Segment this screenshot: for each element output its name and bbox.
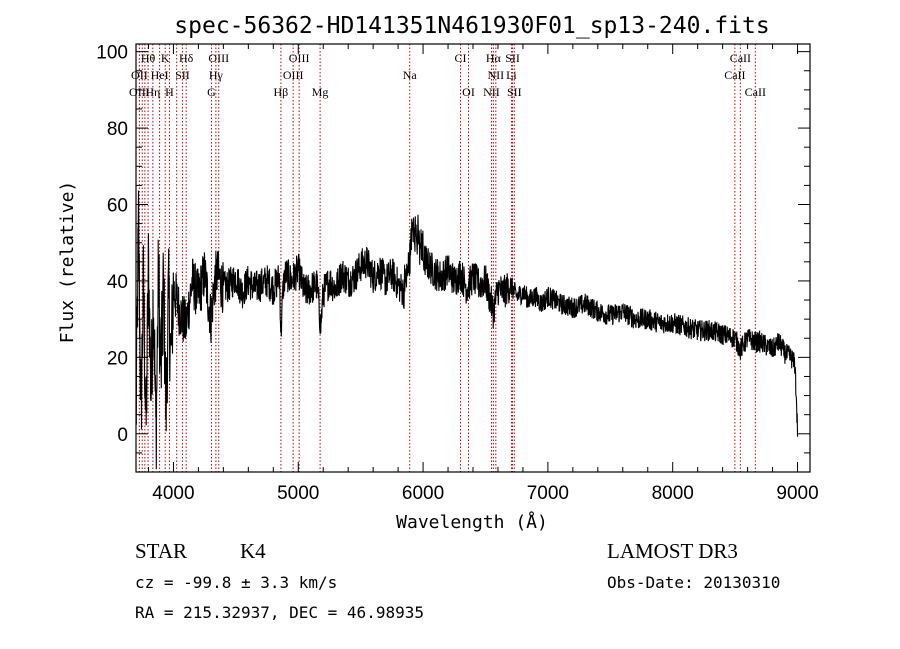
object-class: STAR (135, 539, 187, 563)
x-axis-ticks: 4000 5000 6000 7000 8000 9000 (147, 44, 819, 504)
spectral-line-label: OI (462, 85, 475, 99)
spectral-line-label: Hη (145, 85, 160, 99)
spectral-line-label: Li (506, 68, 517, 82)
y-tick-label: 80 (107, 119, 128, 140)
spectral-line-label: OIII (289, 51, 310, 65)
spectral-line-label: CaII (730, 51, 751, 65)
spectral-line-label: OIII (129, 85, 150, 99)
spectral-line-label: SII (505, 51, 520, 65)
redshift-text: cz = -99.8 ± 3.3 km/s (135, 573, 337, 592)
object-subclass: K4 (240, 539, 266, 563)
x-tick-label: 8000 (652, 483, 694, 504)
spectral-line-label: Hδ (179, 51, 194, 65)
x-tick-label: 6000 (402, 483, 444, 504)
spectral-line-label: CI (455, 51, 467, 65)
y-tick-label: 0 (117, 425, 128, 446)
spectral-line-label: Mg (312, 85, 329, 99)
x-tick-label: 4000 (152, 483, 194, 504)
spectral-line-label: OIII (208, 51, 229, 65)
y-axis-ticks: 0 20 40 60 80 100 (96, 43, 810, 473)
x-tick-label: 9000 (776, 483, 818, 504)
spectral-line-label: OIII (283, 68, 304, 82)
chart-title: spec-56362-HD141351N461930F01_sp13-240.f… (174, 13, 769, 39)
spectral-line-label: CaII (745, 85, 766, 99)
survey-name: LAMOST DR3 (607, 539, 738, 563)
spectral-line-label: CaII (724, 68, 745, 82)
y-tick-label: 100 (96, 43, 128, 64)
spectrum-line (135, 190, 799, 470)
plot-frame (135, 43, 811, 473)
spectral-line-label: H (165, 85, 174, 99)
spectral-line-label: SII (507, 85, 522, 99)
x-tick-label: 7000 (527, 483, 569, 504)
spectral-line-label: K (161, 51, 170, 65)
spectral-line-markers (138, 44, 756, 472)
y-tick-label: 20 (107, 348, 128, 369)
obs-date: Obs-Date: 20130310 (607, 573, 780, 592)
coordinates: RA = 215.32937, DEC = 46.98935 (135, 603, 424, 622)
x-axis-label: Wavelength (Å) (396, 511, 548, 533)
spectral-line-label: Na (403, 68, 418, 82)
spectral-line-label: Hβ (274, 85, 289, 99)
y-tick-label: 40 (107, 272, 128, 293)
spectral-line-label: Hγ (209, 68, 224, 82)
spectral-line-label: NII (488, 68, 505, 82)
spectral-line-label: Hα (486, 51, 502, 65)
x-tick-label: 5000 (277, 483, 319, 504)
spectral-line-label: Hθ (141, 51, 156, 65)
spectral-line-label: SII (175, 68, 190, 82)
spectral-line-label: HeI (151, 68, 169, 82)
spectral-line-label: NII (483, 85, 500, 99)
spectral-line-label: G (207, 85, 216, 99)
spectral-line-label: OII (131, 68, 148, 82)
y-axis-label: Flux (relative) (57, 181, 78, 344)
y-tick-label: 60 (107, 196, 128, 217)
